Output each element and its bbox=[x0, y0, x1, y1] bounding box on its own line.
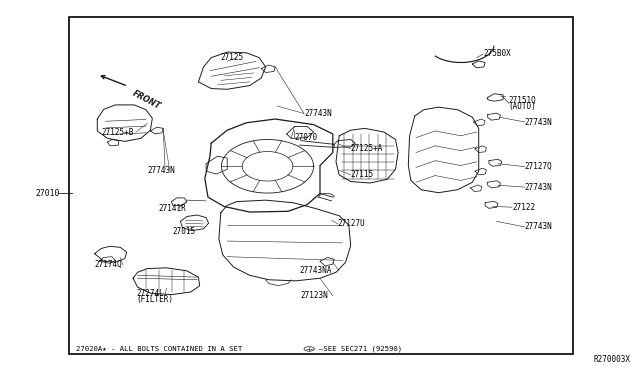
Text: 275B0X: 275B0X bbox=[483, 49, 511, 58]
Bar bbox=[69, 17, 573, 354]
Text: (FILTER): (FILTER) bbox=[136, 295, 173, 304]
Text: 27122: 27122 bbox=[512, 203, 535, 212]
Text: 27127U: 27127U bbox=[338, 219, 365, 228]
Text: 27115: 27115 bbox=[351, 170, 374, 179]
Text: 27743N: 27743N bbox=[525, 222, 552, 231]
Text: 27123N: 27123N bbox=[301, 291, 328, 300]
Text: 27151Q: 27151Q bbox=[509, 96, 536, 105]
Text: (AUTO): (AUTO) bbox=[509, 102, 536, 111]
Text: 27141R: 27141R bbox=[158, 204, 186, 213]
Text: 27743N: 27743N bbox=[147, 166, 175, 174]
Text: R270003X: R270003X bbox=[593, 355, 630, 364]
Text: 27125+B: 27125+B bbox=[101, 128, 134, 137]
Text: 27743N: 27743N bbox=[304, 109, 332, 118]
Text: 27125+A: 27125+A bbox=[351, 144, 383, 153]
Text: 27070: 27070 bbox=[294, 133, 317, 142]
Text: 27174Q: 27174Q bbox=[95, 260, 122, 269]
Text: 27743NA: 27743NA bbox=[300, 266, 332, 275]
Text: FRONT: FRONT bbox=[131, 89, 162, 111]
Text: —SEE SEC271 (92590): —SEE SEC271 (92590) bbox=[319, 346, 402, 352]
Text: 27274L: 27274L bbox=[136, 289, 164, 298]
Text: 27743N: 27743N bbox=[525, 118, 552, 126]
Text: 27010: 27010 bbox=[35, 189, 60, 198]
Text: 27125: 27125 bbox=[221, 53, 244, 62]
Text: 27020A★ - ALL BOLTS CONTAINED IN A SET: 27020A★ - ALL BOLTS CONTAINED IN A SET bbox=[76, 346, 242, 352]
Text: 27127Q: 27127Q bbox=[525, 162, 552, 171]
Text: 27015: 27015 bbox=[173, 227, 196, 236]
Text: 27743N: 27743N bbox=[525, 183, 552, 192]
